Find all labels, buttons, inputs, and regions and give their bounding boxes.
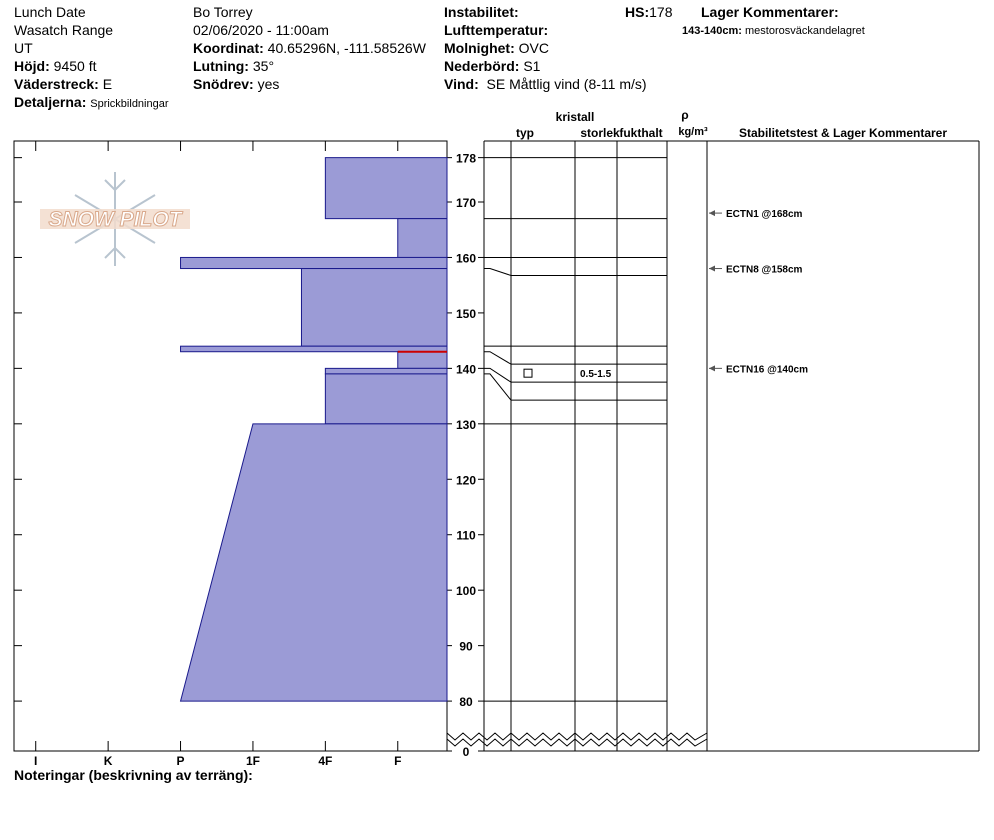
y-tick-label: 130 [456, 418, 476, 432]
value: 35° [252, 58, 275, 74]
label: Lager Kommentarer: [701, 4, 839, 20]
field: Nederbörd: S1 [444, 57, 540, 75]
layer-boundary [484, 373, 667, 401]
field: Väderstreck: E [14, 75, 112, 93]
column-header: ρ [681, 108, 688, 122]
column-header: Stabilitetstest & Lager Kommentarer [739, 126, 947, 140]
label: HS: [625, 4, 650, 20]
hardness-layer [397, 218, 448, 258]
hardness-layer [180, 345, 448, 353]
value: 178 [649, 4, 673, 20]
column-header: kristall [556, 110, 595, 124]
grain-size: 0.5-1.5 [580, 369, 612, 380]
layer-boundary [484, 367, 667, 383]
y-tick-label: 150 [456, 307, 476, 321]
range: Wasatch Range [14, 22, 114, 38]
field: Snödrev: yes [193, 75, 279, 93]
value: yes [257, 76, 280, 92]
column-header: storlek [580, 126, 620, 140]
label: Höjd: [14, 58, 50, 74]
test-arrowhead [709, 365, 715, 372]
layer-boundary [484, 268, 667, 276]
label: Lutning: [193, 58, 249, 74]
test-label: ECTN8 @158cm [726, 265, 803, 276]
label: Väderstreck: [14, 76, 99, 92]
y-tick-label: 80 [459, 695, 473, 709]
grain-symbol [523, 368, 533, 378]
observer: Bo Torrey [193, 4, 253, 20]
field: Vind: SE Måttlig vind (8-11 m/s) [444, 75, 647, 93]
column-header: typ [516, 126, 534, 140]
y-tick-label: 90 [459, 640, 473, 654]
hardness-layer [324, 373, 448, 425]
layer-boundary [484, 351, 667, 365]
x-tick-label: I [34, 754, 37, 768]
y-tick-label: 178 [456, 152, 476, 166]
y-tick-label: 140 [456, 362, 476, 376]
field: Höjd: 9450 ft [14, 57, 96, 75]
value: 40.65296N, -111.58526W [267, 40, 426, 56]
footer: Noteringar (beskrivning av terräng): [14, 767, 253, 783]
value: S1 [523, 58, 541, 74]
location: Lunch Date [14, 4, 86, 20]
y-tick-label: 100 [456, 584, 476, 598]
hardness-layer [324, 367, 448, 375]
label: Nederbörd: [444, 58, 520, 74]
test-arrowhead [709, 265, 715, 272]
y-tick-label: 110 [456, 529, 476, 543]
x-tick-label: 4F [318, 754, 332, 768]
label: Instabilitet: [444, 4, 519, 20]
axis-break [446, 738, 708, 747]
y-tick-label: 170 [456, 196, 476, 210]
label: Molnighet: [444, 40, 515, 56]
value: Sprickbildningar [90, 98, 169, 110]
value: E [102, 76, 113, 92]
x-tick-label: F [394, 754, 401, 768]
field: 143-140cm: mestorosväckandelagret [682, 22, 865, 40]
hardness-layer [324, 157, 448, 220]
test-label: ECTN16 @140cm [726, 364, 808, 375]
label: Snödrev: [193, 76, 254, 92]
field: Koordinat: 40.65296N, -111.58526W [193, 39, 426, 57]
state: UT [14, 40, 33, 56]
logo-band [40, 209, 190, 229]
label: Detaljerna: [14, 94, 87, 110]
field: Lutning: 35° [193, 57, 274, 75]
logo-text: SNOW PILOT [49, 208, 184, 231]
value: mestorosväckandelagret [745, 25, 865, 37]
field: Detaljerna: Sprickbildningar [14, 93, 169, 113]
x-tick-label: 1F [246, 754, 260, 768]
column-header: kg/m³ [678, 126, 708, 138]
axis-break [446, 732, 708, 741]
label: 143-140cm: [682, 25, 742, 37]
label: Vind: [444, 76, 479, 92]
x-tick-label: P [177, 754, 185, 768]
value: SE Måttlig vind (8-11 m/s) [486, 76, 647, 92]
y-tick-label: 160 [456, 251, 476, 265]
test-label: ECTN1 @168cm [726, 209, 803, 220]
y-tick-label: 120 [456, 473, 476, 487]
label: Koordinat: [193, 40, 264, 56]
value: OVC [518, 40, 549, 56]
value: 9450 ft [53, 58, 97, 74]
hardness-layer [300, 268, 448, 347]
field: Molnighet: OVC [444, 39, 549, 57]
label: Lufttemperatur: [444, 22, 549, 38]
datetime: 02/06/2020 - 11:00am [193, 22, 329, 38]
test-arrowhead [709, 210, 715, 217]
field: HS:178 [625, 3, 672, 21]
y-tick-label: 0 [463, 745, 470, 759]
x-tick-label: K [104, 754, 113, 768]
hardness-layer [180, 256, 448, 270]
column-header: fukthalt [619, 126, 662, 140]
hardness-layer [179, 423, 448, 702]
hardness-layer [397, 351, 448, 369]
